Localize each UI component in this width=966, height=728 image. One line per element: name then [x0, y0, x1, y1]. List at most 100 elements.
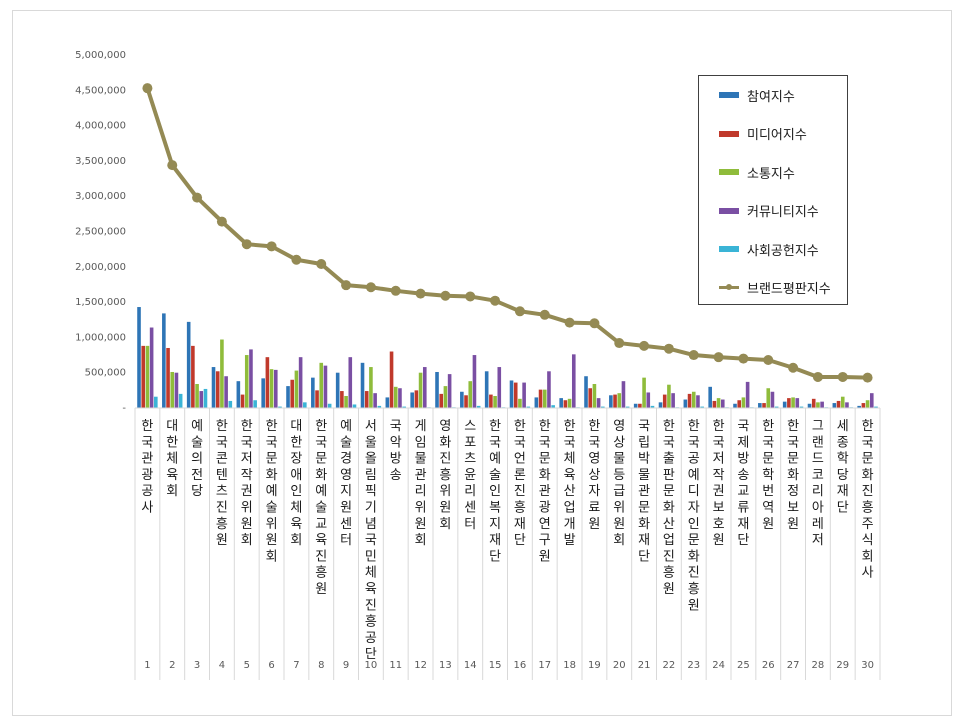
- bar: [398, 388, 402, 408]
- bar: [770, 391, 775, 408]
- bar: [559, 398, 563, 408]
- brand-index-point: [639, 340, 650, 351]
- bar: [447, 374, 452, 408]
- bar: [352, 404, 357, 408]
- bar: [145, 345, 150, 408]
- bar: [547, 371, 551, 408]
- bar: [609, 395, 613, 408]
- bar: [468, 381, 473, 408]
- rank-number: 8: [318, 660, 324, 671]
- bar: [633, 403, 638, 408]
- bar: [191, 345, 195, 408]
- bar: [584, 376, 588, 408]
- y-tick-label: 500,000: [85, 368, 126, 379]
- legend-marker-dot: [726, 284, 732, 290]
- bar: [261, 378, 265, 408]
- rank-number: 9: [343, 660, 349, 671]
- bar: [716, 398, 721, 408]
- brand-index-point: [192, 192, 203, 203]
- brand-index-point: [216, 216, 227, 227]
- bar: [662, 394, 667, 408]
- bar: [373, 393, 377, 408]
- bar: [369, 367, 373, 408]
- rank-number: 26: [762, 660, 775, 671]
- bar: [211, 367, 216, 408]
- bar: [774, 406, 779, 408]
- legend-item: 소통지수: [699, 162, 847, 182]
- bar: [385, 397, 390, 408]
- brand-index-point: [589, 318, 600, 329]
- bar: [857, 405, 861, 408]
- bar: [215, 371, 220, 408]
- bar: [646, 392, 651, 408]
- brand-index-point: [788, 362, 799, 373]
- rank-number: 1: [144, 660, 150, 671]
- bar: [319, 362, 324, 408]
- y-tick-label: 4,500,000: [75, 85, 126, 96]
- bar: [625, 406, 630, 408]
- bar: [414, 390, 419, 408]
- legend: 참여지수 미디어지수 소통지수 커뮤니티지수 사회공헌지수 브랜드평판지수: [698, 75, 848, 305]
- legend-swatch: [719, 130, 739, 137]
- bar: [493, 396, 497, 408]
- bar: [588, 388, 593, 408]
- bar: [240, 394, 245, 408]
- bar: [311, 377, 315, 408]
- bar: [683, 399, 688, 408]
- bar: [518, 398, 522, 408]
- legend-item: 브랜드평판지수: [699, 278, 847, 298]
- line-series: [142, 83, 873, 383]
- bar: [203, 388, 208, 408]
- y-tick-label: 1,500,000: [75, 297, 126, 308]
- bar: [389, 351, 394, 408]
- bar: [484, 371, 489, 408]
- legend-item: 참여지수: [699, 85, 847, 105]
- bar: [700, 406, 704, 408]
- bar: [253, 400, 257, 408]
- rank-number: 14: [464, 660, 477, 671]
- bar: [269, 369, 274, 408]
- rank-number: 25: [737, 660, 750, 671]
- legend-label: 커뮤니티지수: [747, 205, 819, 220]
- bar: [340, 391, 344, 408]
- bar: [787, 398, 791, 408]
- bar: [617, 393, 622, 408]
- bar: [166, 347, 170, 408]
- bar: [526, 406, 531, 408]
- rank-number: 5: [244, 660, 250, 671]
- rank-number: 20: [613, 660, 626, 671]
- y-tick-label: 5,000,000: [75, 50, 126, 61]
- brand-index-point: [564, 317, 575, 328]
- bar: [613, 394, 617, 408]
- bar: [621, 381, 626, 408]
- bar: [303, 402, 307, 408]
- bar: [567, 398, 572, 408]
- bar: [170, 371, 175, 408]
- bar: [224, 376, 228, 408]
- bar: [410, 392, 414, 408]
- bar: [443, 386, 448, 408]
- bar: [874, 406, 878, 408]
- bar: [758, 403, 762, 408]
- brand-index-point: [514, 306, 525, 317]
- bar: [733, 403, 737, 408]
- bar: [791, 397, 795, 408]
- brand-index-point: [365, 282, 376, 293]
- bar: [327, 403, 332, 408]
- rank-number: 22: [663, 660, 676, 671]
- bar: [402, 406, 406, 408]
- legend-swatch: [719, 92, 739, 98]
